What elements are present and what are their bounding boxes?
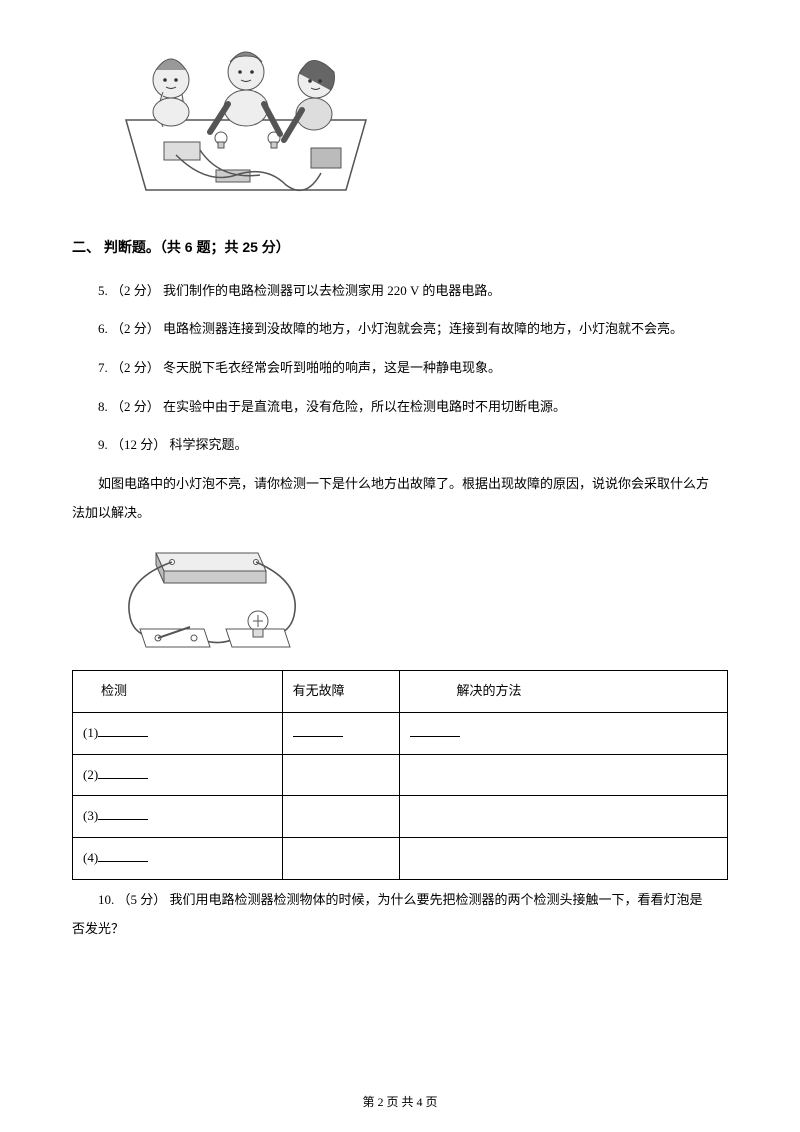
- cell: [282, 713, 400, 755]
- question-5: 5. （2 分） 我们制作的电路检测器可以去检测家用 220 V 的电器电路。: [72, 279, 728, 304]
- cell: [282, 838, 400, 880]
- table-row: (3): [73, 796, 728, 838]
- cell: (1): [73, 713, 283, 755]
- cell: [282, 754, 400, 796]
- question-6: 6. （2 分） 电路检测器连接到没故障的地方，小灯泡就会亮；连接到有故障的地方…: [72, 317, 728, 342]
- page-footer: 第 2 页 共 4 页: [0, 1091, 800, 1114]
- cell: (2): [73, 754, 283, 796]
- cell: (4): [73, 838, 283, 880]
- col-header-3: 解决的方法: [400, 671, 728, 713]
- question-7: 7. （2 分） 冬天脱下毛衣经常会听到啪啪的响声，这是一种静电现象。: [72, 356, 728, 381]
- question-8: 8. （2 分） 在实验中由于是直流电，没有危险，所以在检测电路时不用切断电源。: [72, 395, 728, 420]
- section-2-title: 二、 判断题。（共 6 题；共 25 分）: [72, 234, 728, 261]
- cell: [400, 838, 728, 880]
- col-header-2: 有无故障: [282, 671, 400, 713]
- kids-circuit-illustration: [116, 20, 376, 210]
- col-header-1: 检测: [73, 671, 283, 713]
- question-10-line-1: 10. （5 分） 我们用电路检测器检测物体的时候，为什么要先把检测器的两个检测…: [72, 888, 728, 913]
- table-row: (1): [73, 713, 728, 755]
- cell: (3): [73, 796, 283, 838]
- cell: [400, 754, 728, 796]
- table-row: (2): [73, 754, 728, 796]
- question-9-head: 9. （12 分） 科学探究题。: [72, 433, 728, 458]
- cell: [400, 796, 728, 838]
- question-9-para-2: 法加以解决。: [72, 501, 728, 526]
- table-row: (4): [73, 838, 728, 880]
- cell: [400, 713, 728, 755]
- inspection-table: 检测 有无故障 解决的方法 (1) (2) (3) (4): [72, 670, 728, 879]
- cell: [282, 796, 400, 838]
- table-header-row: 检测 有无故障 解决的方法: [73, 671, 728, 713]
- circuit-diagram: [108, 543, 308, 658]
- question-9-para-1: 如图电路中的小灯泡不亮，请你检测一下是什么地方出故障了。根据出现故障的原因，说说…: [72, 472, 728, 497]
- question-10-line-2: 否发光？: [72, 917, 728, 942]
